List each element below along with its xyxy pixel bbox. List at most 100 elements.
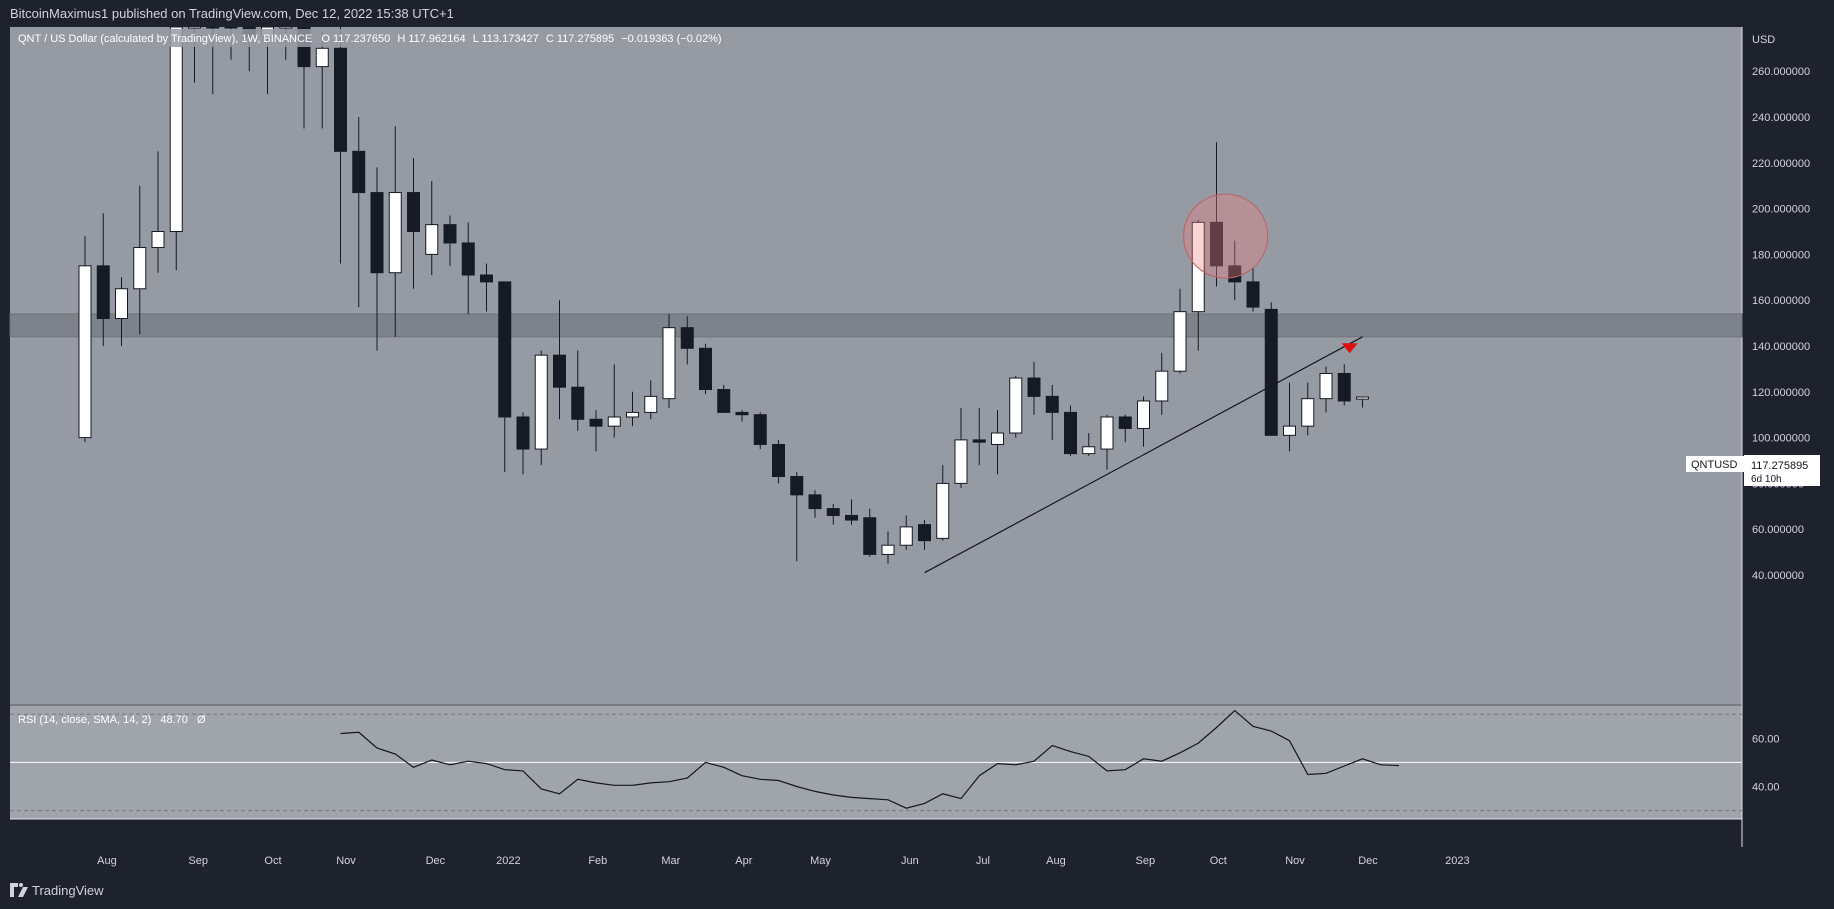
tradingview-logo-icon xyxy=(10,883,28,897)
price-tick-label: 160.000000 xyxy=(1752,295,1810,307)
rsi-line xyxy=(340,709,1400,809)
candle-down xyxy=(480,274,493,283)
candle-up xyxy=(1301,398,1315,427)
time-tick-label: Jul xyxy=(976,855,990,867)
chart-canvas[interactable]: 40.00000060.00000080.000000100.000000120… xyxy=(0,27,1834,874)
candle-up xyxy=(1137,400,1150,429)
ohlc-o-value: 117.237650 xyxy=(333,33,390,45)
ohlc-c-label: C xyxy=(546,33,554,45)
candle-down xyxy=(1337,372,1351,402)
publisher-text: BitcoinMaximus1 published on TradingView… xyxy=(10,6,454,21)
candle-up xyxy=(991,432,1004,445)
time-axis[interactable]: Aug Sep Oct Nov Dec 2022 Feb Mar Apr May Jun Jul Aug… xyxy=(97,855,1470,867)
time-tick-label: Oct xyxy=(264,855,281,867)
candle-up xyxy=(607,416,621,427)
price-tag-value: 117.275895 xyxy=(1751,460,1808,472)
time-tick-label: Dec xyxy=(1358,855,1378,867)
candle-down xyxy=(370,192,384,274)
drawings[interactable] xyxy=(924,193,1363,574)
price-tick-label: 200.000000 xyxy=(1752,204,1810,216)
time-tick-label: 2023 xyxy=(1445,855,1469,867)
candle-down xyxy=(808,494,822,510)
candle-up xyxy=(1319,372,1333,400)
candle-down xyxy=(516,416,530,450)
candle-down xyxy=(498,281,512,418)
rsi-extra: Ø xyxy=(197,714,206,726)
candle-up xyxy=(899,526,913,546)
support-resistance-zone xyxy=(9,313,1743,338)
svg-text:QNT / US Dollar (calculated by: QNT / US Dollar (calculated by TradingVi… xyxy=(18,33,722,45)
candle-down xyxy=(918,524,931,542)
ohlc-l-value: 113.173427 xyxy=(481,33,538,45)
candle-up xyxy=(425,224,439,255)
price-tick-label: 240.000000 xyxy=(1752,112,1810,124)
ohlc-c-value: 117.275895 xyxy=(557,33,614,45)
time-tick-label: Aug xyxy=(97,855,117,867)
time-tick-label: Sep xyxy=(1136,855,1156,867)
candle-down xyxy=(407,192,420,233)
rsi-tick-label: 40.00 xyxy=(1752,782,1780,794)
candle-down xyxy=(571,386,585,420)
candle-up xyxy=(78,265,92,439)
price-pane[interactable] xyxy=(10,27,1742,704)
ohlc-o-label: O xyxy=(321,33,330,45)
legend[interactable]: QNT / US Dollar (calculated by TradingVi… xyxy=(14,29,774,47)
price-tag[interactable]: QNTUSD 117.275895 6d 10h xyxy=(1686,455,1820,486)
horizontal-zone[interactable] xyxy=(9,313,1743,338)
candle-down xyxy=(790,476,804,496)
candle-up xyxy=(1173,311,1187,372)
rsi-legend[interactable]: RSI (14, close, SMA, 14, 2) 48.70 Ø xyxy=(18,714,206,726)
time-tick-label: Sep xyxy=(188,855,208,867)
price-tag-symbol-box xyxy=(1686,456,1756,472)
time-tick-label: Dec xyxy=(426,855,446,867)
time-tick-label: Feb xyxy=(588,855,607,867)
candle-up xyxy=(1356,396,1369,400)
ascending-trendline xyxy=(924,336,1363,574)
candle-down xyxy=(443,224,457,244)
candle-up xyxy=(388,192,402,274)
candle-up xyxy=(936,482,950,539)
candle-up xyxy=(1191,221,1205,313)
candle-up xyxy=(151,231,165,249)
price-tag-symbol: QNTUSD xyxy=(1691,459,1738,471)
candle-up xyxy=(1082,446,1096,455)
red-arrow-marker xyxy=(1341,343,1358,354)
candle-up xyxy=(133,247,147,290)
svg-text:RSI (14, close, SMA, 14, 2): RSI (14, close, SMA, 14, 2) 48.70 Ø xyxy=(18,714,206,726)
candle-up xyxy=(954,439,968,484)
candle-down xyxy=(1064,411,1077,455)
candle-down xyxy=(972,439,986,443)
candle-down xyxy=(1264,308,1278,436)
candle-down xyxy=(1246,281,1260,308)
symbol-line: QNT / US Dollar (calculated by TradingVi… xyxy=(18,33,312,45)
price-tick-label: 120.000000 xyxy=(1752,387,1810,399)
candle-down xyxy=(753,414,767,445)
time-tick-label: May xyxy=(810,855,831,867)
price-tag-box xyxy=(1744,455,1820,486)
rsi-value: 48.70 xyxy=(160,714,188,726)
candle-up xyxy=(169,27,183,232)
time-tick-label: Aug xyxy=(1046,855,1066,867)
ohlc-h-label: H xyxy=(397,33,405,45)
price-tick-label: 40.000000 xyxy=(1752,570,1804,582)
rsi-indicator[interactable]: 40.00 60.00 xyxy=(10,709,1780,812)
time-tick-label: Oct xyxy=(1210,855,1227,867)
candle-down xyxy=(826,508,840,516)
time-tick-label: Jun xyxy=(901,855,919,867)
price-tick-label: 220.000000 xyxy=(1752,158,1810,170)
candle-down xyxy=(735,411,749,416)
price-tag-countdown: 6d 10h xyxy=(1751,474,1782,485)
candle-up xyxy=(881,544,895,555)
legend-bg xyxy=(14,29,774,47)
candle-down xyxy=(206,27,220,29)
time-tick-label: Apr xyxy=(735,855,752,867)
ohlc-change: −0.019363 (−0.02%) xyxy=(621,33,721,45)
footer-bar: TradingView xyxy=(0,874,1834,909)
candle-up xyxy=(1155,370,1169,402)
candle-up xyxy=(115,288,128,320)
candle-down xyxy=(680,327,694,349)
candle-down xyxy=(352,150,366,194)
candle-down xyxy=(699,347,712,391)
time-tick-label: Nov xyxy=(336,855,356,867)
candle-down xyxy=(589,418,603,427)
